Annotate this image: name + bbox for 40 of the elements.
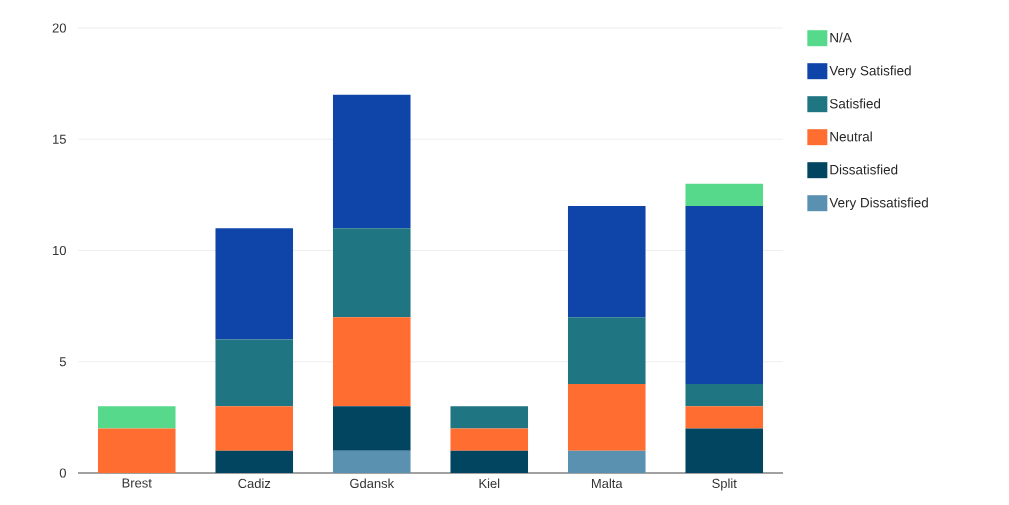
bar: [215, 339, 294, 407]
x-tick-label: Brest: [122, 478, 152, 488]
bar: [450, 428, 529, 451]
bar: [450, 406, 529, 429]
bar: [332, 228, 411, 318]
x-tick-label: Gdansk: [350, 478, 395, 489]
legend-label: N/A: [830, 32, 852, 43]
bar: [332, 94, 411, 229]
x-tick-label: Split: [712, 478, 737, 491]
bar: [685, 384, 764, 407]
legend-label: Neutral: [830, 131, 872, 142]
bar: [567, 206, 646, 318]
bar: [567, 317, 646, 384]
bar: [332, 406, 411, 451]
bar: [450, 450, 529, 473]
x-tick-label: Cadiz: [238, 478, 271, 489]
legend-label: Dissatisfied: [830, 164, 898, 175]
bar: [332, 317, 411, 407]
bar: [97, 428, 176, 473]
bar: [685, 406, 764, 429]
legend-label: Satisfied: [829, 98, 881, 109]
y-tick-label: 15: [53, 134, 66, 144]
bar: [567, 384, 646, 451]
y-tick-label: 0: [59, 468, 66, 478]
legend-label: Very Satisfied: [829, 65, 911, 79]
x-tick-label: Malta: [591, 478, 623, 489]
x-tick-label: Kiel: [479, 478, 500, 489]
bar: [685, 183, 764, 206]
y-tick-label: 20: [52, 23, 66, 33]
bar: [685, 206, 764, 384]
bar: [567, 450, 646, 473]
y-tick-label: 10: [53, 245, 66, 256]
bar: [332, 450, 411, 473]
y-tick-label: 5: [59, 357, 66, 367]
bar: [215, 228, 294, 340]
bar: [215, 406, 294, 451]
bar: [685, 428, 764, 473]
bar: [97, 406, 176, 429]
bar: [215, 450, 294, 473]
legend-label: Very Dissatisfied: [829, 197, 928, 211]
